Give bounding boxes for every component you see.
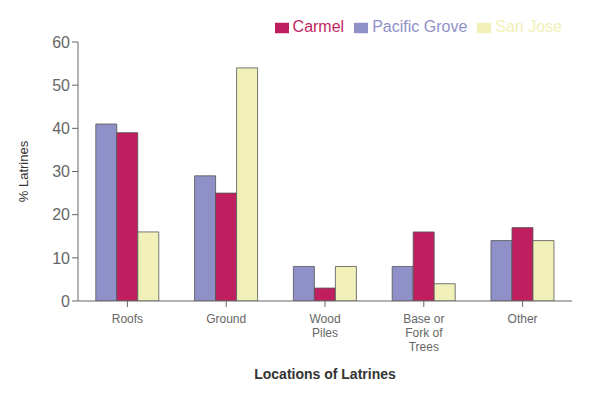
svg-text:60: 60 xyxy=(52,34,70,51)
svg-text:Locations of Latrines: Locations of Latrines xyxy=(254,366,396,382)
svg-text:Other: Other xyxy=(508,312,538,326)
svg-text:0: 0 xyxy=(61,293,70,310)
svg-text:10: 10 xyxy=(52,250,70,267)
svg-text:Base orFork ofTrees: Base orFork ofTrees xyxy=(403,312,444,354)
svg-text:30: 30 xyxy=(52,163,70,180)
svg-text:50: 50 xyxy=(52,77,70,94)
html-text:San Jose: San Jose xyxy=(495,18,562,35)
svg-text:WoodPiles: WoodPiles xyxy=(309,312,340,340)
svg-text:% Latrines: % Latrines xyxy=(16,140,31,202)
svg-text:20: 20 xyxy=(52,206,70,223)
svg-text:Roofs: Roofs xyxy=(112,312,143,326)
svg-text:40: 40 xyxy=(52,120,70,137)
svg-text:Ground: Ground xyxy=(206,312,246,326)
html-text:Carmel: Carmel xyxy=(292,18,345,35)
html-text:Pacific Grove: Pacific Grove xyxy=(372,18,468,35)
